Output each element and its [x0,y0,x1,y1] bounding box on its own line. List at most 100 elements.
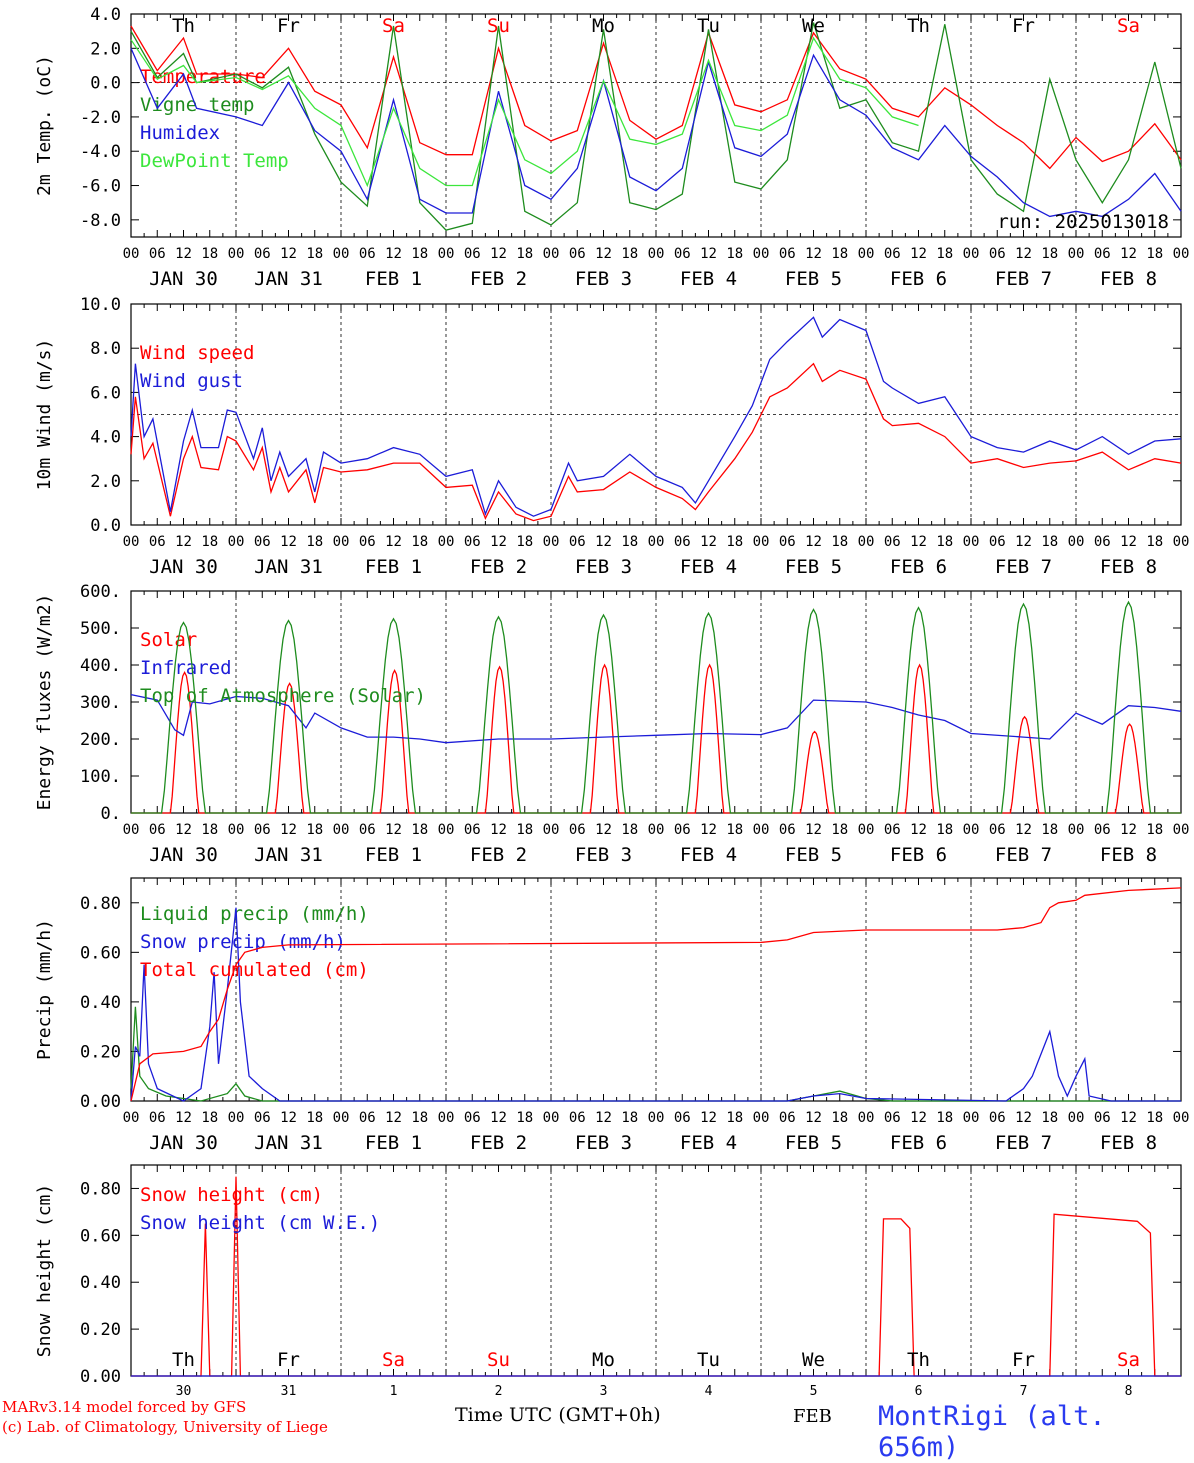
day-name: Mo [592,15,615,37]
y-tick-label: 0.0 [90,74,121,94]
hour-tick-label: 12 [175,1110,192,1126]
date-label: FEB 8 [1100,1132,1157,1154]
day-name: Tu [697,1349,720,1371]
day-name: Su [487,1349,510,1371]
hour-tick-label: 00 [333,1110,350,1126]
hour-tick-label: 18 [411,822,428,838]
day-name: Th [907,15,930,37]
day-number: 30 [176,1384,192,1399]
series-line [131,1176,1181,1377]
hour-tick-label: 00 [123,534,140,550]
hour-tick-label: 06 [779,822,796,838]
hour-tick-label: 06 [149,1110,166,1126]
day-number: 31 [281,1384,297,1399]
y-tick-label: 0.20 [80,1320,121,1340]
hour-tick-label: 06 [569,1110,586,1126]
hour-tick-label: 18 [621,1110,638,1126]
hour-tick-label: 12 [1120,822,1137,838]
date-label: JAN 30 [149,556,218,578]
day-name: Fr [1012,1349,1035,1371]
y-tick-label: 4.0 [90,5,121,25]
legend-entry: Wind speed [140,342,254,364]
date-label: FEB 5 [785,268,842,290]
hour-tick-label: 12 [595,534,612,550]
y-tick-label: 8.0 [90,339,121,359]
hour-tick-label: 12 [595,1110,612,1126]
date-label: FEB 3 [575,268,632,290]
hour-tick-label: 00 [1068,822,1085,838]
hour-tick-label: 06 [1094,822,1111,838]
run-label: run: 2025013018 [997,211,1169,233]
hour-tick-label: 00 [123,1110,140,1126]
legend-entry: Solar [140,629,197,651]
date-label: FEB 1 [365,268,422,290]
hour-tick-label: 00 [438,534,455,550]
hour-tick-label: 12 [1120,246,1137,262]
y-tick-label: 0. [101,804,121,824]
series-line [130,22,1182,231]
hour-tick-label: 12 [595,822,612,838]
date-label: FEB 7 [995,1132,1052,1154]
y-tick-label: 0.0 [90,516,121,536]
y-tick-label: 0.80 [80,894,121,914]
hour-tick-label: 06 [464,534,481,550]
hour-tick-label: 00 [543,534,560,550]
hour-tick-label: 18 [831,822,848,838]
hour-tick-label: 18 [1146,1110,1163,1126]
day-number: 3 [600,1384,608,1399]
hour-tick-label: 00 [648,534,665,550]
hour-tick-label: 18 [936,534,953,550]
hour-tick-label: 00 [858,246,875,262]
hour-tick-label: 18 [831,246,848,262]
y-tick-label: 2.0 [90,472,121,492]
hour-tick-label: 18 [306,1110,323,1126]
series-line [131,600,1181,814]
date-label: FEB 4 [680,844,737,866]
hour-tick-label: 18 [726,1110,743,1126]
y-tick-label: 0.40 [80,993,121,1013]
hour-tick-label: 12 [1015,534,1032,550]
date-label: FEB 8 [1100,556,1157,578]
hour-tick-label: 18 [621,822,638,838]
y-tick-label: -4.0 [80,142,121,162]
hour-tick-label: 12 [805,1110,822,1126]
hour-tick-label: 18 [201,246,218,262]
hour-tick-label: 06 [884,1110,901,1126]
hour-tick-label: 18 [516,1110,533,1126]
hour-tick-label: 18 [411,1110,428,1126]
date-label: FEB 7 [995,268,1052,290]
x-axis-title: Time UTC (GMT+0h) [455,1404,661,1426]
day-name: Fr [277,1349,300,1371]
legend-entry: Snow precip (mm/h) [140,931,346,953]
legend-entry: Humidex [140,122,220,144]
date-label: FEB 5 [785,1132,842,1154]
hour-tick-label: 18 [201,822,218,838]
hour-tick-label: 18 [516,246,533,262]
y-tick-label: 4.0 [90,428,121,448]
date-label: FEB 2 [470,1132,527,1154]
station-title: MontRigi (alt. 656m) [878,1401,1106,1463]
date-label: FEB 5 [785,556,842,578]
date-label: JAN 30 [149,1132,218,1154]
series-line [130,1006,1181,1102]
day-name: Th [907,1349,930,1371]
hour-tick-label: 18 [621,534,638,550]
hour-tick-label: 18 [516,534,533,550]
date-label: FEB 5 [785,844,842,866]
legend-entry: Infrared [140,657,232,679]
date-label: JAN 30 [149,268,218,290]
y-tick-label: 2.0 [90,39,121,59]
date-label: FEB 6 [890,268,947,290]
hour-tick-label: 12 [175,246,192,262]
hour-tick-label: 00 [963,822,980,838]
series-line [130,362,1182,522]
model-credit-line2: (c) Lab. of Climatology, University of L… [2,1418,328,1436]
hour-tick-label: 12 [490,534,507,550]
hour-tick-label: 12 [175,534,192,550]
hour-tick-label: 00 [648,246,665,262]
hour-tick-label: 06 [884,246,901,262]
hour-tick-label: 00 [858,1110,875,1126]
date-label: FEB 2 [470,268,527,290]
date-label: JAN 31 [254,1132,323,1154]
date-label: FEB 7 [995,556,1052,578]
